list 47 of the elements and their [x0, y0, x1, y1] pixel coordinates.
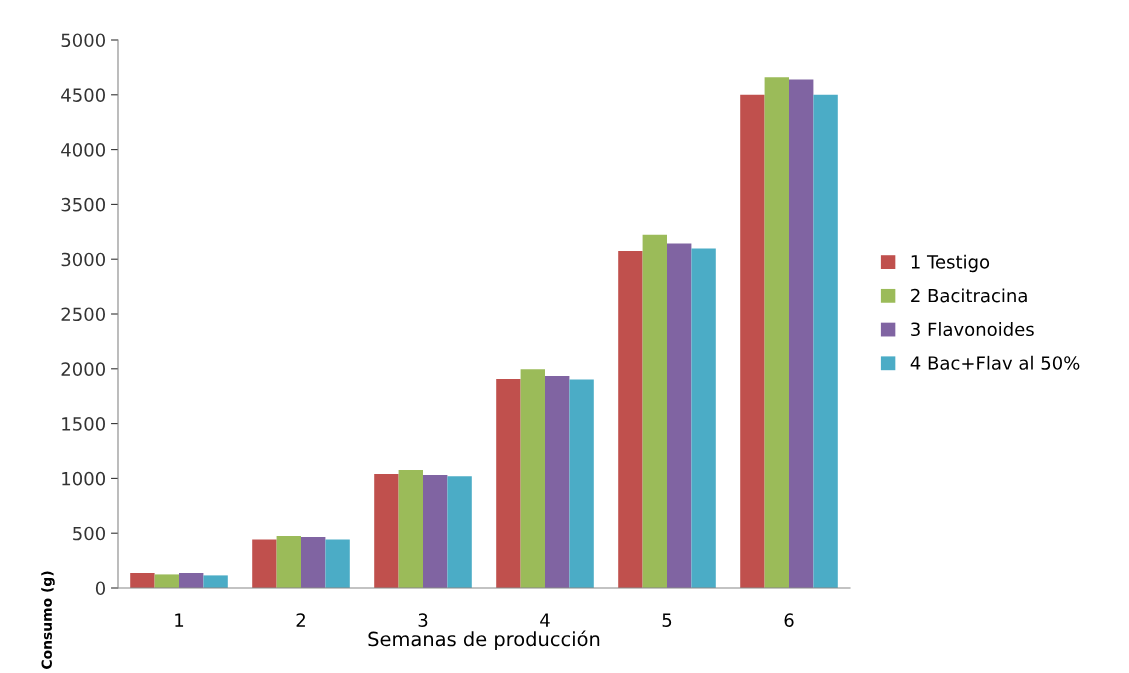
bar: [569, 379, 594, 588]
bar: [301, 537, 326, 588]
bar: [813, 94, 838, 588]
bar: [447, 476, 472, 588]
x-tick-label: 2: [296, 613, 305, 627]
y-tick-label: 1500: [62, 417, 105, 431]
x-tick-label: 1: [175, 613, 184, 627]
y-axis-title: Consumo (g): [41, 571, 55, 669]
x-tick-label: 3: [418, 613, 428, 627]
y-tick-label: 0: [95, 581, 105, 596]
bar: [740, 94, 765, 588]
x-tick-label: 4: [540, 613, 550, 627]
bar: [398, 469, 423, 588]
y-tick-label: 2000: [61, 362, 105, 376]
y-tick-label: 4000: [61, 143, 105, 157]
bar: [667, 243, 692, 588]
bar: [618, 250, 643, 588]
y-tick-label: 4500: [61, 88, 105, 102]
y-tick-label: 3000: [61, 252, 105, 267]
bar: [520, 369, 545, 588]
bar: [764, 77, 789, 588]
bar: [496, 379, 521, 588]
y-tick-label: 500: [73, 526, 105, 541]
bar: [179, 572, 204, 588]
bar: [642, 234, 667, 588]
bar: [154, 574, 179, 588]
legend-label: 4 Bac+Flav al 50%: [910, 355, 1080, 370]
x-axis-title: Semanas de producción: [368, 630, 600, 651]
bar: [423, 475, 448, 588]
bar: [276, 535, 301, 588]
bar: [545, 375, 570, 588]
bar: [374, 473, 399, 588]
y-tick-label: 2500: [61, 307, 105, 322]
x-tick-label: 5: [662, 613, 672, 627]
legend-label: 1 Testigo: [911, 254, 990, 273]
legend-label: 3 Flavonoides: [911, 322, 1034, 337]
bar: [252, 539, 277, 588]
bar: [691, 248, 716, 588]
x-tick-label: 6: [784, 613, 794, 627]
bar: [130, 572, 155, 588]
bar: [789, 79, 814, 588]
y-tick-label: 5000: [61, 33, 105, 48]
bar: [203, 575, 228, 588]
legend-label: 2 Bacitracina: [911, 288, 1027, 303]
bar: [325, 539, 350, 588]
y-tick-label: 3500: [61, 197, 105, 212]
y-tick-label: 1000: [62, 471, 105, 486]
